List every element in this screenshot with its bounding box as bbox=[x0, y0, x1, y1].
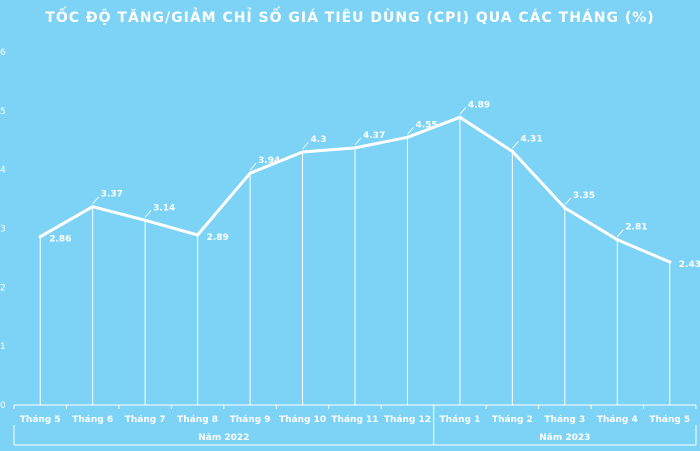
data-point bbox=[353, 146, 357, 150]
x-tick-label: Tháng 11 bbox=[331, 415, 378, 425]
label-leader bbox=[144, 210, 152, 218]
data-label: 4.37 bbox=[363, 131, 385, 141]
label-leader bbox=[407, 127, 414, 135]
y-tick-label: 6 bbox=[0, 48, 6, 58]
x-tick-label: Tháng 10 bbox=[279, 415, 326, 425]
data-label: 4.31 bbox=[520, 134, 542, 144]
drop-lines bbox=[39, 117, 671, 405]
x-tick-label: Tháng 12 bbox=[384, 415, 431, 425]
label-leader bbox=[512, 141, 519, 149]
x-tick-label: Tháng 8 bbox=[177, 415, 218, 425]
x-tick-label: Tháng 5 bbox=[20, 415, 61, 425]
y-axis: 0 1 2 3 4 5 6 bbox=[0, 48, 6, 411]
data-label: 2.43 bbox=[679, 260, 700, 270]
label-leader bbox=[459, 107, 467, 115]
label-leader bbox=[249, 162, 257, 171]
label-leader bbox=[92, 196, 99, 204]
label-leader bbox=[617, 229, 624, 237]
data-label: 4.3 bbox=[311, 135, 327, 145]
x-tick-label: Tháng 5 bbox=[649, 415, 690, 425]
chart-title: TỐC ĐỘ TĂNG/GIẢM CHỈ SỐ GIÁ TIÊU DÙNG (C… bbox=[45, 6, 654, 26]
data-point bbox=[91, 205, 95, 209]
data-labels: 2.86 3.37 3.14 2.89 3.94 4.3 4.37 4.55 4.89 4.31 3… bbox=[49, 100, 700, 270]
label-leader bbox=[564, 197, 572, 206]
x-tick-label: Tháng 4 bbox=[597, 415, 638, 425]
label-leader bbox=[302, 141, 309, 150]
x-tick-label: Tháng 3 bbox=[544, 415, 585, 425]
data-label: 3.14 bbox=[153, 203, 175, 213]
y-tick-label: 5 bbox=[0, 107, 6, 117]
data-point bbox=[563, 206, 567, 210]
y-tick-label: 0 bbox=[0, 401, 6, 411]
data-label: 2.86 bbox=[49, 235, 71, 245]
x-tick-label: Tháng 1 bbox=[439, 415, 480, 425]
x-tick-label: Tháng 2 bbox=[492, 415, 533, 425]
group-label: Năm 2023 bbox=[539, 433, 590, 443]
x-tick-label: Tháng 9 bbox=[230, 415, 271, 425]
x-tick-label: Tháng 7 bbox=[125, 415, 166, 425]
data-point bbox=[458, 115, 462, 119]
x-tick-label: Tháng 6 bbox=[72, 415, 113, 425]
data-label: 2.89 bbox=[207, 233, 229, 243]
data-label: 3.37 bbox=[101, 190, 123, 200]
data-label: 3.35 bbox=[573, 191, 595, 201]
data-point bbox=[143, 218, 147, 222]
data-point bbox=[405, 135, 409, 139]
data-point bbox=[196, 233, 200, 237]
data-point bbox=[615, 238, 619, 242]
group-label: Năm 2022 bbox=[198, 433, 249, 443]
data-point bbox=[248, 171, 252, 175]
data-point bbox=[301, 150, 305, 154]
series-line-group bbox=[38, 115, 672, 264]
data-point bbox=[510, 149, 514, 153]
data-label: 2.81 bbox=[625, 223, 647, 233]
data-point bbox=[38, 235, 42, 239]
y-tick-label: 4 bbox=[0, 166, 6, 176]
y-tick-label: 1 bbox=[0, 342, 6, 352]
data-point bbox=[668, 260, 672, 264]
data-label: 3.94 bbox=[258, 156, 280, 166]
data-label: 4.55 bbox=[415, 120, 437, 130]
label-leader bbox=[354, 137, 362, 146]
y-tick-label: 2 bbox=[0, 283, 6, 293]
data-label: 4.89 bbox=[468, 100, 490, 110]
x-axis: Tháng 5 Tháng 6 Tháng 7 Tháng 8 Tháng 9 Tháng… bbox=[13, 404, 697, 446]
y-tick-label: 3 bbox=[0, 225, 6, 235]
